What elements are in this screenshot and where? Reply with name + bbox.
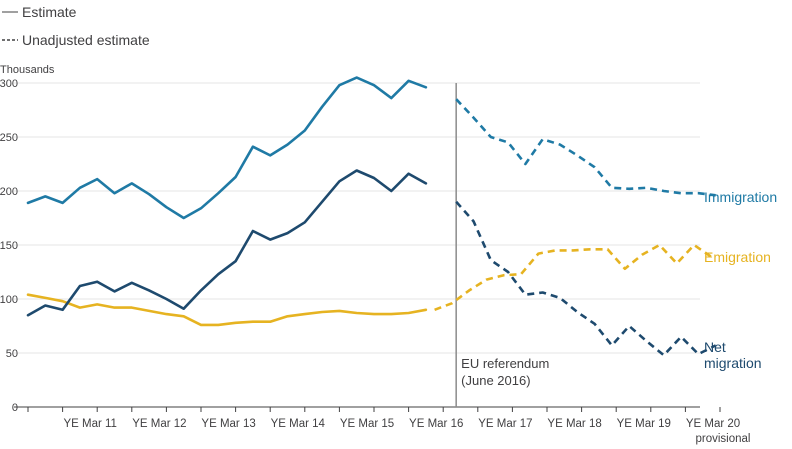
net-migration-estimate-line [26,169,428,317]
y-tick-label-50: 50 [6,348,18,360]
y-axis-title: Thousands [0,64,55,76]
legend: Estimate Unadjusted estimate [2,4,150,48]
x-tick-label: YE Mar 14 [271,418,326,430]
y-tick-label-250: 250 [0,132,18,144]
legend-unadjusted-estimate: Unadjusted estimate [22,32,150,48]
x-axis: YE Mar 11 YE Mar 12 YE Mar 13 YE Mar 14 YE M… [14,406,751,445]
x-tick-label: YE Mar 18 [547,418,601,430]
gridlines [14,82,700,354]
net-migration-unadjusted-line [455,200,717,357]
y-tick-label-100: 100 [0,294,18,306]
x-tick-label: YE Mar 16 [409,418,463,430]
x-tick-label: YE Mar 20 [686,418,740,430]
emigration-unadjusted-line [434,243,713,312]
eu-referendum-label: EU referendum [461,356,549,371]
net-migration-label-line1: Net [704,339,726,355]
x-tick-label: YE Mar 11 [63,418,116,430]
x-tick-label: YE Mar 15 [340,418,394,430]
emigration-estimate-line [26,293,428,327]
eu-referendum-annotation: EU referendum (June 2016) [455,83,549,407]
y-axis-ticks: 0 50 100 150 200 250 300 [0,78,18,414]
x-tick-sublabel: provisional [696,433,751,445]
series-lines [26,76,717,357]
emigration-label: Emigration [704,249,771,265]
y-tick-label-150: 150 [0,240,18,252]
x-tick-label: YE Mar 17 [478,418,532,430]
immigration-unadjusted-line [455,98,716,197]
y-tick-label-300: 300 [0,78,18,90]
immigration-label: Immigration [704,189,777,205]
eu-referendum-date: (June 2016) [461,373,530,388]
x-tick-label: YE Mar 12 [132,418,186,430]
y-tick-label-0: 0 [12,402,18,414]
immigration-estimate-line [26,76,428,220]
y-tick-label-200: 200 [0,186,18,198]
net-migration-label-line2: migration [704,355,762,371]
x-tick-label: YE Mar 19 [617,418,671,430]
legend-estimate: Estimate [22,4,77,20]
x-tick-label: YE Mar 13 [201,418,255,430]
